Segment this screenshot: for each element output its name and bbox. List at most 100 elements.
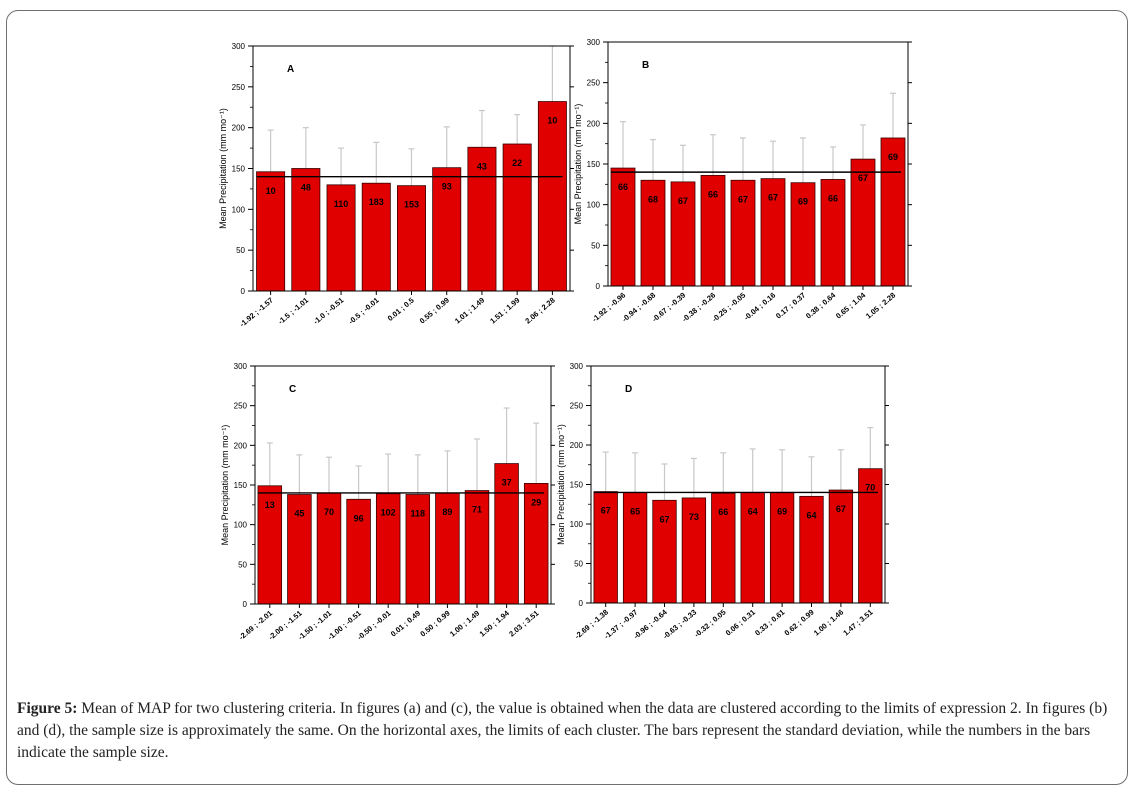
sample-size-label: 153: [404, 200, 419, 210]
y-tick-label: 100: [232, 205, 246, 214]
sample-size-label: 66: [708, 189, 718, 199]
y-tick-label: 200: [232, 124, 246, 133]
sample-size-label: 66: [718, 507, 728, 517]
y-tick-label: 150: [234, 481, 248, 490]
bar: [760, 178, 786, 287]
bar: [880, 137, 906, 287]
sample-size-label: 73: [689, 512, 699, 522]
y-axis-label: Mean Precipitation (mm mo⁻¹): [218, 108, 228, 229]
y-tick-label: 250: [232, 83, 246, 92]
y-tick-label: 50: [574, 560, 583, 569]
bar: [820, 179, 846, 287]
bar: [670, 181, 696, 287]
plot-frame: [254, 365, 552, 605]
bar: [610, 167, 636, 287]
figure-caption: Figure 5: Mean of MAP for two clustering…: [17, 698, 1125, 764]
panel-letter: A: [287, 64, 294, 75]
chart-panel-d: 0 50 100 150 200 250 300 67 -2.69 ; -1.38 65 -1.37…: [556, 362, 889, 641]
y-tick-label: 250: [234, 402, 248, 411]
panel-letter: C: [289, 384, 296, 395]
bar: [790, 182, 816, 287]
sample-size-label: 13: [265, 500, 275, 510]
sample-size-label: 69: [888, 152, 898, 162]
sample-size-label: 70: [865, 483, 875, 493]
panel-letter: B: [642, 60, 649, 71]
sample-size-label: 71: [472, 505, 482, 515]
y-tick-label: 250: [587, 79, 601, 88]
bar: [537, 101, 567, 292]
sample-size-label: 67: [836, 504, 846, 514]
sample-size-label: 10: [547, 116, 557, 126]
bar: [432, 167, 462, 292]
bar: [467, 146, 497, 292]
sample-size-label: 64: [748, 506, 758, 516]
chart-panel-b: 0 50 100 150 200 250 300 66 -1.92 ; -0.96 68 -0.94…: [573, 38, 912, 324]
sample-size-label: 29: [531, 497, 541, 507]
y-tick-label: 200: [570, 441, 584, 450]
sample-size-label: 96: [354, 513, 364, 523]
y-tick-label: 100: [587, 201, 601, 210]
sample-size-label: 67: [601, 506, 611, 516]
y-tick-label: 150: [587, 160, 601, 169]
y-tick-label: 150: [570, 481, 584, 490]
y-tick-label: 150: [232, 165, 246, 174]
caption-text: Mean of MAP for two clustering criteria.…: [17, 700, 1108, 761]
y-tick-label: 0: [243, 600, 248, 609]
y-tick-label: 300: [570, 362, 584, 371]
y-axis-label: Mean Precipitation (mm mo⁻¹): [573, 104, 583, 225]
bar: [850, 158, 876, 287]
panel-letter: D: [625, 384, 632, 395]
sample-size-label: 65: [630, 506, 640, 516]
sample-size-label: 64: [806, 510, 816, 520]
sample-size-label: 66: [828, 193, 838, 203]
sample-size-label: 66: [618, 182, 628, 192]
bar: [730, 179, 756, 287]
bar: [361, 182, 391, 292]
sample-size-label: 67: [858, 173, 868, 183]
sample-size-label: 183: [369, 197, 384, 207]
y-tick-label: 50: [238, 560, 247, 569]
y-tick-label: 200: [587, 119, 601, 128]
sample-size-label: 67: [659, 514, 669, 524]
bar: [326, 184, 356, 292]
sample-size-label: 45: [294, 509, 304, 519]
plot-frame: [590, 365, 886, 604]
sample-size-label: 37: [502, 478, 512, 488]
plot-frame: [252, 45, 571, 292]
y-tick-label: 300: [234, 362, 248, 371]
figure-frame: [6, 10, 1128, 785]
sample-size-label: 68: [648, 194, 658, 204]
sample-size-label: 102: [381, 508, 396, 518]
y-tick-label: 100: [570, 520, 584, 529]
sample-size-label: 118: [411, 509, 426, 519]
plot-frame: [607, 41, 909, 287]
sample-size-label: 69: [777, 506, 787, 516]
sample-size-label: 67: [678, 196, 688, 206]
sample-size-label: 89: [442, 507, 452, 517]
sample-size-label: 67: [768, 193, 778, 203]
y-tick-label: 0: [241, 287, 246, 296]
y-tick-label: 50: [236, 246, 245, 255]
sample-size-label: 110: [334, 199, 349, 209]
y-tick-label: 50: [591, 241, 600, 250]
sample-size-label: 48: [301, 183, 311, 193]
chart-panel-c: 0 50 100 150 200 250 300 13 -2.69 ; -2.01 45 -2.00…: [220, 362, 555, 642]
y-tick-label: 300: [587, 38, 601, 47]
chart-panel-a: 0 50 100 150 200 250 300 10 -1.92 ; -1.57 48 -1.5 …: [218, 42, 574, 329]
y-tick-label: 0: [579, 599, 584, 608]
y-axis-label: Mean Precipitation (mm mo⁻¹): [556, 424, 566, 545]
sample-size-label: 70: [324, 507, 334, 517]
y-tick-label: 300: [232, 42, 246, 51]
y-tick-label: 200: [234, 441, 248, 450]
bar: [640, 179, 666, 287]
sample-size-label: 10: [266, 186, 276, 196]
y-axis-label: Mean Precipitation (mm mo⁻¹): [220, 425, 230, 546]
y-tick-label: 100: [234, 521, 248, 530]
caption-label: Figure 5:: [17, 700, 78, 717]
bar: [700, 174, 726, 287]
sample-size-label: 67: [738, 194, 748, 204]
